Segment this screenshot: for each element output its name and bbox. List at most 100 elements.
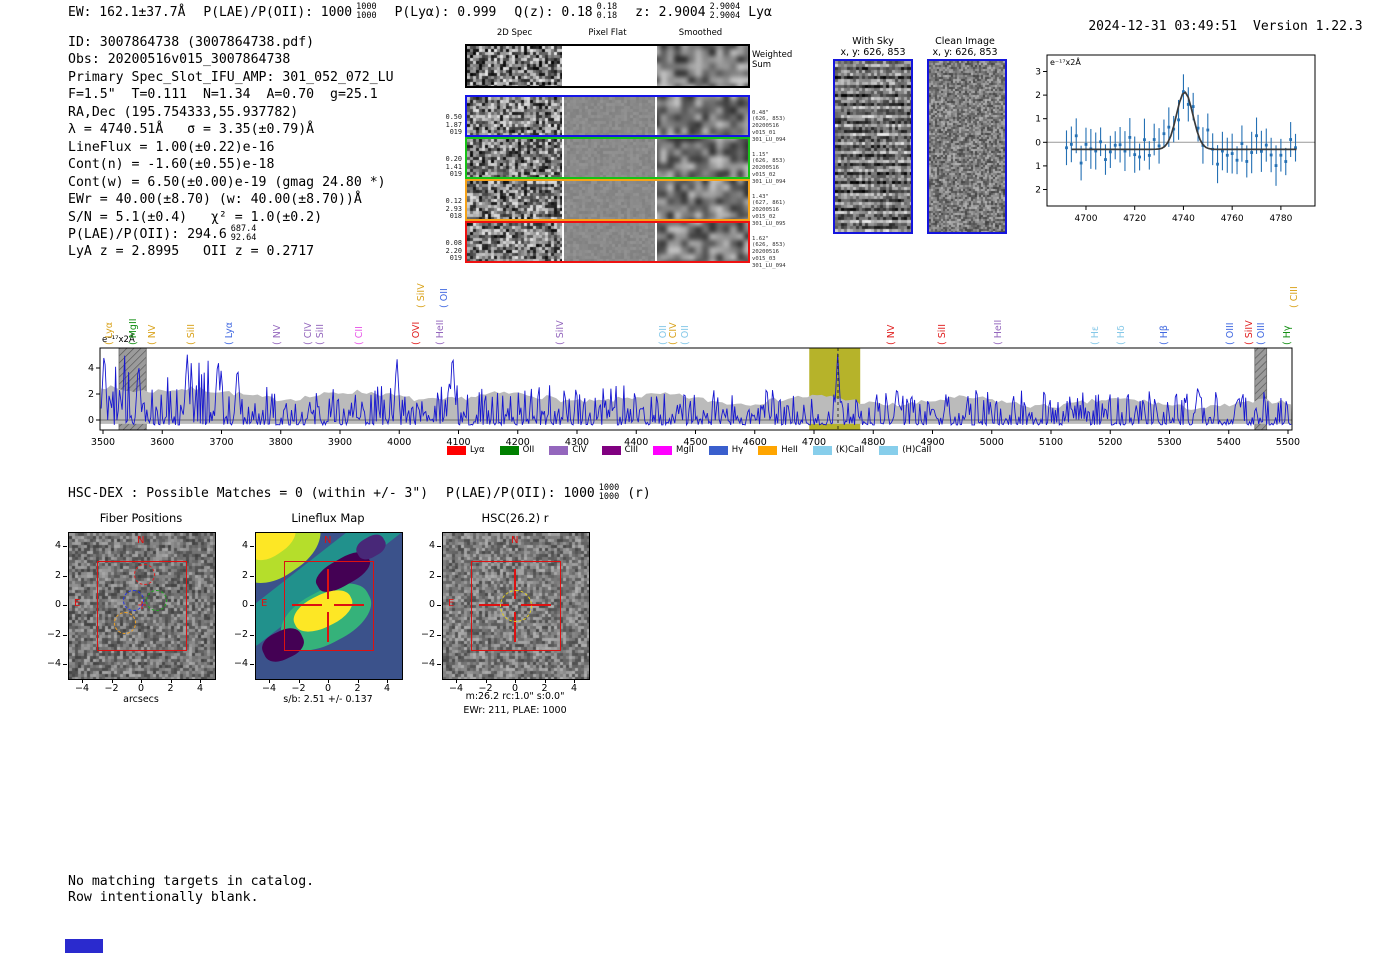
legend-item-heii: HeII	[758, 445, 798, 455]
legend-item-lyα: Lyα	[447, 445, 485, 455]
info-id: ID: 3007864738 (3007864738.pdf)	[68, 35, 315, 50]
y-tick-label: −4	[233, 658, 248, 669]
line-label-civ: ( CIV	[667, 322, 679, 345]
hsc-north-label: N	[511, 535, 519, 546]
hsc-crosshair-right	[521, 604, 551, 606]
weighted-sum-row	[465, 44, 750, 88]
lineflux-map-title: Lineflux Map	[291, 511, 365, 525]
hsc-plae-range: 1000 1000	[598, 483, 620, 502]
legend-item-hγ: Hγ	[708, 445, 743, 455]
svg-text:3900: 3900	[328, 437, 352, 448]
row3-right-meta: 1.43" (627, 861) 20200516 v015_02 301_LU_095	[752, 193, 786, 227]
line-label-hε: ( Hε	[1090, 325, 1102, 345]
z-range: 2.9004 2.9004	[709, 2, 741, 21]
line-label-cii: ( CII	[354, 326, 366, 345]
svg-text:4: 4	[88, 363, 94, 374]
line-label-lyα: ( Lyα	[224, 321, 236, 345]
info-lambda-sigma: λ = 4740.51Å σ = 3.35(±0.79)Å	[68, 122, 315, 138]
svg-text:4740: 4740	[1172, 214, 1195, 224]
line-label-mgii: ( MgII	[127, 318, 139, 345]
hsc-xlabel-1: m:26.2 rc:1.0" s:0.0"	[465, 691, 565, 702]
svg-text:4900: 4900	[920, 437, 944, 448]
svg-text:5000: 5000	[980, 437, 1004, 448]
y-tick-label: 4	[54, 540, 61, 551]
with-sky-coords: x, y: 626, 853	[840, 47, 906, 58]
x-tick-label: 4	[570, 683, 578, 694]
weighted-pixel-flat-image	[564, 46, 655, 86]
legend-swatch	[447, 445, 466, 455]
hsc-cutout-title: HSC(26.2) r	[481, 511, 549, 525]
line-label-oii: ( OII	[680, 325, 692, 345]
legend-item-oii: OII	[499, 445, 534, 455]
line-label-siiv: ( SiIV	[415, 283, 427, 308]
line-label-ciii: ( CIII	[1289, 286, 1301, 308]
cutout-row-4	[465, 221, 750, 263]
legend-swatch	[812, 445, 832, 455]
info-plae-range: 687.4 92.64	[230, 224, 257, 243]
clean-image-title: Clean Image	[935, 36, 995, 47]
line-label-nv: ( NV	[272, 324, 284, 345]
svg-text:4200: 4200	[506, 437, 530, 448]
qz-range: 0.18 0.18	[596, 2, 618, 21]
svg-text:3: 3	[1035, 68, 1041, 78]
info-sn-chi2: S/N = 5.1(±0.4) χ² = 1.0(±0.2)	[68, 209, 323, 225]
legend-item-mgii: MgII	[653, 445, 694, 455]
svg-text:3800: 3800	[269, 437, 293, 448]
plae-poii-value: P(LAE)/P(OII): 1000	[203, 5, 353, 20]
legend-swatch	[499, 445, 519, 455]
line-label-oii: ( OII	[439, 288, 451, 308]
legend-swatch	[601, 445, 621, 455]
info-fiber-params: F=1.5" T=0.111 N=1.34 A=0.70 g=25.1	[68, 87, 378, 103]
y-tick-label: −4	[420, 658, 435, 669]
line-label-oiii: ( OIII	[1255, 322, 1267, 345]
fiber-circle-1	[134, 563, 156, 585]
line-label-siii: ( SiII	[315, 324, 327, 345]
svg-text:e⁻¹⁷x2Å: e⁻¹⁷x2Å	[102, 333, 135, 345]
svg-text:4100: 4100	[446, 437, 470, 448]
svg-text:−2: −2	[1035, 185, 1041, 195]
line-label-siiv: ( SiIV	[555, 320, 566, 345]
hsc-plae-value: P(LAE)/P(OII): 1000	[446, 486, 595, 501]
y-tick-label: 2	[428, 569, 435, 581]
svg-text:5500: 5500	[1276, 437, 1300, 448]
legend-item-(h)caii: (H)CaII	[879, 445, 931, 455]
line-label-nv: ( NV	[885, 324, 897, 345]
y-tick-label: −4	[46, 658, 61, 669]
x-tick-label: 4	[196, 683, 204, 694]
line-label-hβ: ( Hβ	[1159, 325, 1171, 345]
x-tick-label: 0	[137, 683, 145, 694]
line-label-nv: ( NV	[146, 324, 158, 345]
timestamp-version: 2024-12-31 03:49:51 Version 1.22.3	[1057, 4, 1362, 49]
y-tick-label: −2	[420, 628, 435, 640]
row2-right-meta: 1.15" (626, 853) 20200516 v015_02 301_LU_094	[752, 151, 786, 185]
x-tick-label: 0	[324, 683, 332, 694]
row4-left-stats: 0.08 2.20 019	[445, 239, 462, 263]
info-plae-poii: P(LAE)/P(OII): 294.6 687.4 92.64	[68, 224, 257, 243]
svg-text:4400: 4400	[624, 437, 648, 448]
svg-text:4800: 4800	[861, 437, 885, 448]
line-label-siiv: ( SiIV	[1244, 320, 1256, 345]
with-sky-title: With Sky	[852, 36, 894, 47]
hsc-dex-matches: HSC-DEX : Possible Matches = 0 (within +…	[68, 486, 429, 501]
hsc-xlabel-2: EWr: 211, PLAE: 1000	[463, 705, 567, 716]
hsc-crosshair-bottom	[514, 612, 516, 642]
svg-text:3600: 3600	[150, 437, 174, 448]
line-label-lyα: ( Lyα	[104, 321, 116, 345]
fiber-north-label: N	[137, 535, 145, 546]
weighted-smoothed-image	[657, 46, 748, 86]
cutout-row-3	[465, 179, 750, 221]
line-label-hδ: ( Hδ	[1115, 325, 1127, 345]
cutout-row-1	[465, 95, 750, 137]
hsc-crosshair-top	[514, 569, 516, 599]
svg-text:3500: 3500	[91, 437, 115, 448]
info-obs: Obs: 20200516v015_3007864738	[68, 52, 291, 68]
y-tick-label: 4	[428, 540, 435, 551]
legend-item-ciii: CIII	[601, 445, 638, 455]
lineflux-xlabel: s/b: 2.51 +/- 0.137	[283, 694, 373, 705]
ew-value: EW: 162.1±37.7Å	[68, 5, 186, 20]
y-tick-label: 0	[428, 599, 435, 610]
detection-info-block: ID: 3007864738 (3007864738.pdf) Obs: 202…	[68, 34, 394, 261]
line-label-heii: ( HeII	[993, 319, 1005, 345]
info-redshifts: LyA z = 2.8995 OII z = 0.2717	[68, 244, 315, 260]
row2-left-stats: 0.20 1.41 019	[445, 155, 462, 179]
